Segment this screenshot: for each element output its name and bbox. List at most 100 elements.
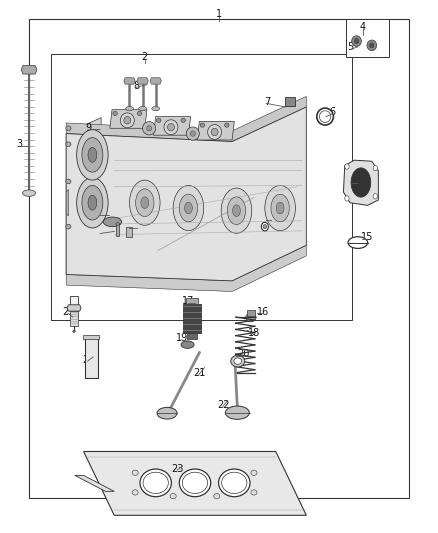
Ellipse shape [132,470,138,475]
Polygon shape [66,245,306,292]
Ellipse shape [181,118,185,123]
Ellipse shape [164,120,178,135]
Text: 23: 23 [171,464,184,473]
Ellipse shape [77,130,108,180]
Ellipse shape [120,113,134,128]
Text: 25: 25 [62,306,74,317]
Ellipse shape [345,164,349,169]
Ellipse shape [219,469,250,497]
Ellipse shape [66,142,71,147]
Bar [70,296,78,320]
Ellipse shape [233,205,240,216]
Text: 17: 17 [182,296,194,306]
Ellipse shape [139,107,147,111]
Ellipse shape [200,123,205,127]
Polygon shape [67,305,81,311]
Ellipse shape [211,128,218,136]
Ellipse shape [276,202,284,214]
Polygon shape [197,122,234,140]
Polygon shape [66,107,306,281]
Ellipse shape [370,43,374,48]
Ellipse shape [152,107,159,111]
Ellipse shape [22,190,35,196]
Ellipse shape [147,126,152,131]
Text: 12: 12 [124,222,136,232]
Ellipse shape [157,407,177,419]
Bar [286,98,295,106]
Polygon shape [137,78,148,84]
Ellipse shape [182,472,208,494]
Ellipse shape [186,127,199,140]
Ellipse shape [88,195,97,210]
Bar [29,19,409,498]
Ellipse shape [66,126,71,131]
Text: 3: 3 [16,139,22,149]
Ellipse shape [124,117,131,124]
Ellipse shape [251,470,257,475]
Polygon shape [75,475,114,491]
Ellipse shape [170,494,176,499]
Text: 18: 18 [248,328,260,338]
Ellipse shape [319,111,331,123]
Polygon shape [66,96,306,142]
Ellipse shape [141,197,149,208]
Polygon shape [66,189,68,216]
Ellipse shape [234,358,242,365]
Bar [83,335,99,340]
Ellipse shape [214,494,220,499]
Ellipse shape [143,122,155,135]
Text: 1: 1 [216,9,222,19]
Ellipse shape [190,131,195,136]
Polygon shape [343,160,378,205]
Ellipse shape [132,490,138,495]
Ellipse shape [66,179,71,184]
Ellipse shape [143,472,168,494]
Bar [51,54,352,320]
Text: 24: 24 [82,354,94,365]
Ellipse shape [261,222,268,231]
Ellipse shape [373,165,378,171]
Bar [116,224,120,236]
Polygon shape [66,118,101,274]
Ellipse shape [82,185,103,220]
Bar [126,227,132,237]
Ellipse shape [263,224,267,229]
Polygon shape [110,110,147,128]
Ellipse shape [130,180,160,225]
Ellipse shape [227,197,246,224]
Bar [187,333,197,340]
Ellipse shape [140,469,171,497]
Ellipse shape [271,194,289,222]
Text: 16: 16 [257,306,269,317]
Ellipse shape [231,356,245,367]
Ellipse shape [351,168,371,197]
Text: 21: 21 [193,368,205,378]
Text: 9: 9 [85,123,91,133]
Ellipse shape [373,193,378,199]
Polygon shape [124,78,135,84]
Ellipse shape [208,125,222,140]
Ellipse shape [181,341,194,349]
Text: 2: 2 [141,52,148,61]
Bar [247,310,255,316]
Ellipse shape [317,108,333,125]
Bar [85,338,98,378]
Text: 14: 14 [353,176,365,187]
Ellipse shape [77,177,108,228]
Ellipse shape [179,469,211,497]
Ellipse shape [126,107,134,111]
Polygon shape [84,451,306,515]
Text: 15: 15 [361,232,374,243]
Ellipse shape [167,124,174,131]
Ellipse shape [367,40,377,51]
Text: 20: 20 [237,349,249,359]
Ellipse shape [225,123,229,127]
Text: 8: 8 [133,81,139,91]
Ellipse shape [103,217,122,227]
Ellipse shape [156,118,161,123]
Text: 6: 6 [329,107,336,117]
Ellipse shape [354,39,359,44]
Text: 19: 19 [176,333,188,343]
Bar [186,298,198,304]
Text: 4: 4 [360,22,366,33]
